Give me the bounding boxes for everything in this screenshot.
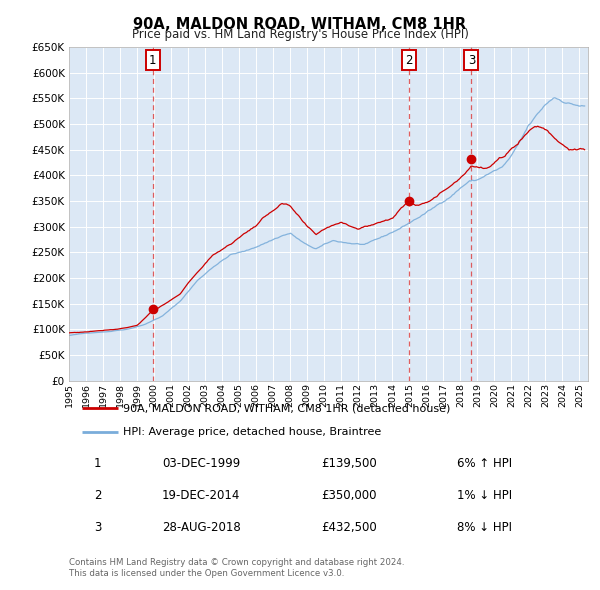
Text: Price paid vs. HM Land Registry's House Price Index (HPI): Price paid vs. HM Land Registry's House … (131, 28, 469, 41)
Text: 1: 1 (149, 54, 157, 67)
Text: 90A, MALDON ROAD, WITHAM, CM8 1HR (detached house): 90A, MALDON ROAD, WITHAM, CM8 1HR (detac… (124, 403, 451, 413)
Text: This data is licensed under the Open Government Licence v3.0.: This data is licensed under the Open Gov… (69, 569, 344, 578)
Text: 2: 2 (405, 54, 412, 67)
Text: 90A, MALDON ROAD, WITHAM, CM8 1HR: 90A, MALDON ROAD, WITHAM, CM8 1HR (133, 17, 467, 31)
Text: £139,500: £139,500 (322, 457, 377, 470)
Text: 28-AUG-2018: 28-AUG-2018 (162, 521, 241, 534)
Text: Contains HM Land Registry data © Crown copyright and database right 2024.: Contains HM Land Registry data © Crown c… (69, 558, 404, 567)
Text: HPI: Average price, detached house, Braintree: HPI: Average price, detached house, Brai… (124, 428, 382, 437)
Text: 1: 1 (94, 457, 101, 470)
Text: £350,000: £350,000 (322, 489, 377, 502)
Text: 19-DEC-2014: 19-DEC-2014 (162, 489, 241, 502)
Text: 6% ↑ HPI: 6% ↑ HPI (457, 457, 512, 470)
Text: £432,500: £432,500 (322, 521, 377, 534)
Text: 8% ↓ HPI: 8% ↓ HPI (457, 521, 512, 534)
Text: 2: 2 (94, 489, 101, 502)
Text: 03-DEC-1999: 03-DEC-1999 (162, 457, 241, 470)
Text: 3: 3 (94, 521, 101, 534)
Text: 3: 3 (468, 54, 475, 67)
Text: 1% ↓ HPI: 1% ↓ HPI (457, 489, 512, 502)
